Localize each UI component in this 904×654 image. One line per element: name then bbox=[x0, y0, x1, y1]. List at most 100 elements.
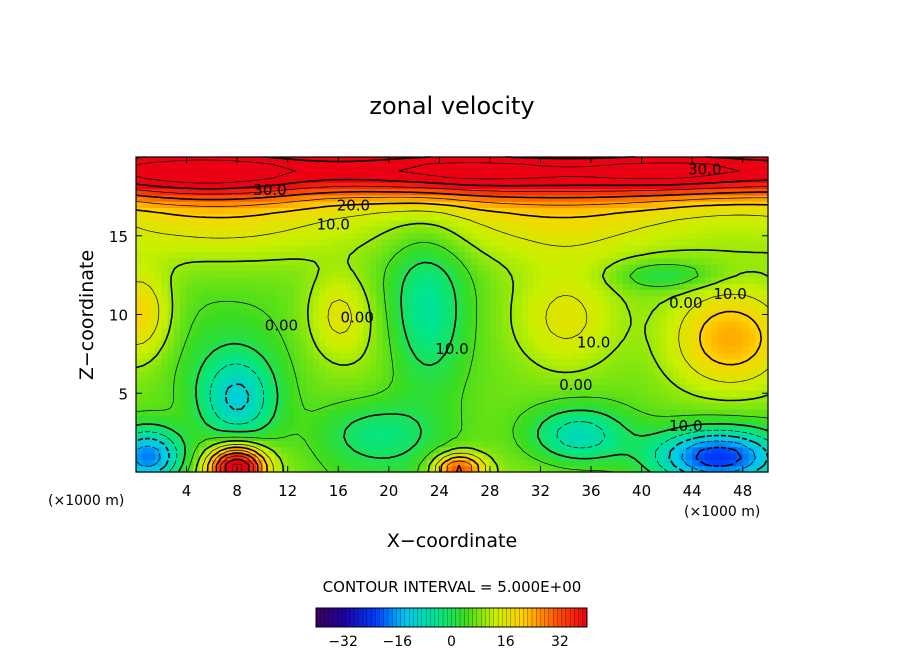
field-cell bbox=[230, 270, 238, 278]
field-cell bbox=[407, 283, 415, 290]
field-cell bbox=[736, 295, 744, 303]
field-cell bbox=[565, 220, 573, 227]
field-cell bbox=[717, 295, 725, 303]
field-cell bbox=[578, 226, 586, 234]
field-cell bbox=[761, 465, 769, 473]
field-cell bbox=[192, 175, 200, 183]
field-cell bbox=[742, 465, 750, 473]
field-cell bbox=[584, 421, 592, 429]
field-cell bbox=[464, 232, 472, 240]
field-cell bbox=[331, 276, 339, 284]
field-cell bbox=[268, 163, 276, 171]
field-cell bbox=[610, 213, 617, 221]
field-cell bbox=[591, 459, 598, 467]
field-cell bbox=[180, 415, 188, 423]
field-cell bbox=[685, 194, 693, 202]
field-cell bbox=[224, 434, 232, 442]
field-cell bbox=[742, 364, 750, 372]
field-cell bbox=[540, 396, 548, 404]
field-cell bbox=[262, 440, 270, 448]
field-cell bbox=[407, 194, 415, 202]
field-cell bbox=[338, 182, 346, 190]
field-cell bbox=[704, 346, 712, 353]
field-cell bbox=[249, 264, 257, 271]
field-cell bbox=[294, 213, 301, 221]
field-cell bbox=[654, 427, 662, 435]
field-cell bbox=[395, 346, 403, 353]
field-cell bbox=[142, 194, 150, 202]
field-cell bbox=[477, 201, 485, 208]
field-cell bbox=[546, 264, 554, 271]
field-cell bbox=[426, 213, 434, 221]
field-cell bbox=[616, 314, 624, 322]
field-cell bbox=[173, 459, 181, 467]
field-cell bbox=[660, 339, 668, 347]
field-cell bbox=[256, 402, 263, 410]
field-cell bbox=[319, 207, 327, 215]
field-cell bbox=[679, 339, 687, 347]
field-cell bbox=[521, 314, 529, 322]
field-cell bbox=[294, 396, 301, 404]
field-cell bbox=[464, 289, 472, 297]
field-cell bbox=[312, 270, 320, 278]
field-cell bbox=[610, 283, 617, 290]
field-cell bbox=[281, 333, 289, 341]
field-cell bbox=[723, 421, 731, 429]
field-cell bbox=[161, 390, 169, 397]
field-cell bbox=[610, 289, 617, 297]
field-cell bbox=[603, 346, 611, 353]
field-cell bbox=[199, 226, 207, 234]
field-cell bbox=[458, 245, 466, 253]
field-cell bbox=[369, 327, 377, 334]
field-cell bbox=[502, 320, 510, 328]
field-cell bbox=[199, 320, 207, 328]
field-cell bbox=[742, 251, 750, 259]
field-cell bbox=[641, 264, 649, 271]
field-cell bbox=[622, 276, 630, 284]
field-cell bbox=[736, 226, 744, 234]
field-cell bbox=[230, 383, 238, 391]
field-cell bbox=[281, 276, 289, 284]
field-cell bbox=[344, 163, 352, 171]
field-cell bbox=[395, 226, 403, 234]
field-cell bbox=[489, 390, 497, 397]
field-cell bbox=[300, 188, 308, 196]
field-cell bbox=[502, 295, 510, 303]
field-cell bbox=[439, 446, 447, 454]
field-cell bbox=[382, 232, 390, 240]
field-cell bbox=[742, 346, 750, 353]
field-cell bbox=[376, 383, 384, 391]
field-cell bbox=[199, 383, 207, 391]
field-cell bbox=[312, 358, 320, 366]
field-cell bbox=[742, 459, 750, 467]
field-cell bbox=[477, 390, 485, 397]
field-cell bbox=[603, 327, 611, 334]
field-cell bbox=[376, 308, 384, 316]
field-cell bbox=[654, 396, 662, 404]
field-cell bbox=[350, 308, 358, 316]
field-cell bbox=[704, 245, 712, 253]
field-cell bbox=[433, 396, 440, 404]
field-cell bbox=[180, 201, 188, 208]
field-cell bbox=[142, 188, 150, 196]
field-cell bbox=[300, 226, 308, 234]
field-cell bbox=[268, 194, 276, 202]
field-cell bbox=[584, 402, 592, 410]
field-cell bbox=[363, 163, 371, 171]
field-cell bbox=[755, 409, 763, 416]
field-cell bbox=[382, 283, 390, 290]
field-cell bbox=[186, 182, 194, 190]
field-cell bbox=[154, 257, 162, 265]
field-cell bbox=[420, 459, 428, 467]
field-cell bbox=[521, 465, 529, 473]
field-cell bbox=[666, 434, 674, 442]
field-cell bbox=[180, 283, 188, 290]
field-cell bbox=[433, 188, 440, 196]
field-cell bbox=[660, 459, 668, 467]
field-cell bbox=[489, 213, 497, 221]
field-cell bbox=[616, 213, 624, 221]
field-cell bbox=[584, 314, 592, 322]
field-cell bbox=[692, 169, 700, 177]
field-cell bbox=[616, 270, 624, 278]
field-cell bbox=[628, 232, 636, 240]
